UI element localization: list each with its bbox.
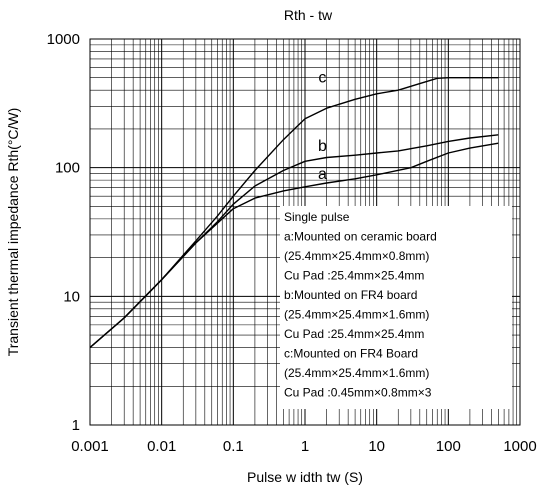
curve-b: [89, 134, 499, 349]
legend-line: (25.4mm×25.4mm×1.6mm): [284, 366, 429, 380]
x-tick-label: 0.001: [71, 438, 109, 455]
x-tick-label: 10: [368, 438, 385, 455]
x-tick-label: 1000: [503, 438, 536, 455]
legend-line: Cu Pad :25.4mm×25.4mm: [284, 327, 424, 341]
y-tick-label: 1000: [47, 31, 80, 48]
x-tick-labels: 0.001 0.01 0.1 1 10 100 1000: [71, 438, 536, 455]
chart-title: Rth - tw: [284, 7, 333, 23]
curve-c: [89, 76, 499, 349]
legend-line: b:Mounted on FR4 board: [284, 288, 417, 302]
y-tick-labels: 1 10 100 1000: [47, 31, 80, 434]
x-tick-label: 100: [436, 438, 461, 455]
curve-labels: ab c: [318, 69, 327, 182]
curves: [89, 76, 499, 349]
y-tick-label: 100: [55, 160, 80, 177]
y-tick-label: 10: [63, 288, 80, 305]
plot-frame: [89, 38, 521, 426]
x-axis-label: Pulse w idth tw (S): [247, 469, 363, 485]
x-tick-label: 0.1: [223, 438, 244, 455]
curve-label-b: b: [318, 138, 327, 155]
legend-line: (25.4mm×25.4mm×1.6mm): [284, 308, 429, 322]
y-tick-label: 1: [72, 417, 80, 434]
x-tick-label: 0.01: [147, 438, 176, 455]
curve-label-a: a: [318, 166, 327, 183]
legend-line: (25.4mm×25.4mm×0.8mm): [284, 249, 429, 263]
legend-line: Cu Pad :25.4mm×25.4mm: [284, 269, 424, 283]
legend-background: [280, 206, 512, 409]
legend-line: Cu Pad :0.45mm×0.8mm×3: [284, 386, 432, 400]
legend-box: Single pulse a:Mounted on ceramic board (2…: [280, 206, 512, 409]
y-axis-label: Transient thermal impedance Rth(°C/W): [5, 108, 21, 357]
legend-line: a:Mounted on ceramic board: [284, 230, 437, 244]
legend-line: Single pulse: [284, 210, 350, 224]
curve-label-c: c: [318, 69, 326, 86]
x-tick-label: 1: [301, 438, 309, 455]
legend-line: c:Mounted on FR4 Board: [284, 347, 418, 361]
